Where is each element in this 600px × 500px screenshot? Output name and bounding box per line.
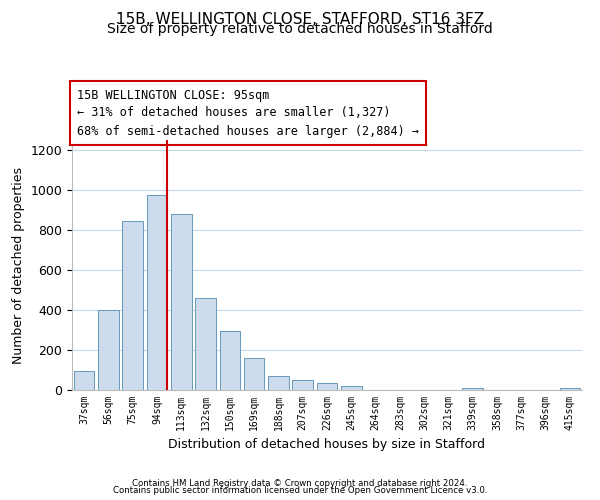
Text: 15B, WELLINGTON CLOSE, STAFFORD, ST16 3FZ: 15B, WELLINGTON CLOSE, STAFFORD, ST16 3F…	[116, 12, 484, 28]
Bar	[171, 214, 191, 390]
Bar	[244, 358, 265, 390]
Bar	[146, 195, 167, 390]
Y-axis label: Number of detached properties: Number of detached properties	[12, 166, 25, 364]
Bar	[122, 221, 143, 390]
Text: 15B WELLINGTON CLOSE: 95sqm
← 31% of detached houses are smaller (1,327)
68% of : 15B WELLINGTON CLOSE: 95sqm ← 31% of det…	[77, 88, 419, 138]
Bar	[463, 388, 483, 390]
Bar	[74, 371, 94, 390]
Text: Contains public sector information licensed under the Open Government Licence v3: Contains public sector information licen…	[113, 486, 487, 495]
Bar	[98, 310, 119, 390]
Bar	[317, 384, 337, 390]
Bar	[341, 386, 362, 390]
Bar	[268, 376, 289, 390]
Bar	[560, 388, 580, 390]
Bar	[220, 331, 240, 390]
Bar	[292, 380, 313, 390]
Text: Size of property relative to detached houses in Stafford: Size of property relative to detached ho…	[107, 22, 493, 36]
X-axis label: Distribution of detached houses by size in Stafford: Distribution of detached houses by size …	[169, 438, 485, 452]
Text: Contains HM Land Registry data © Crown copyright and database right 2024.: Contains HM Land Registry data © Crown c…	[132, 478, 468, 488]
Bar	[195, 298, 216, 390]
